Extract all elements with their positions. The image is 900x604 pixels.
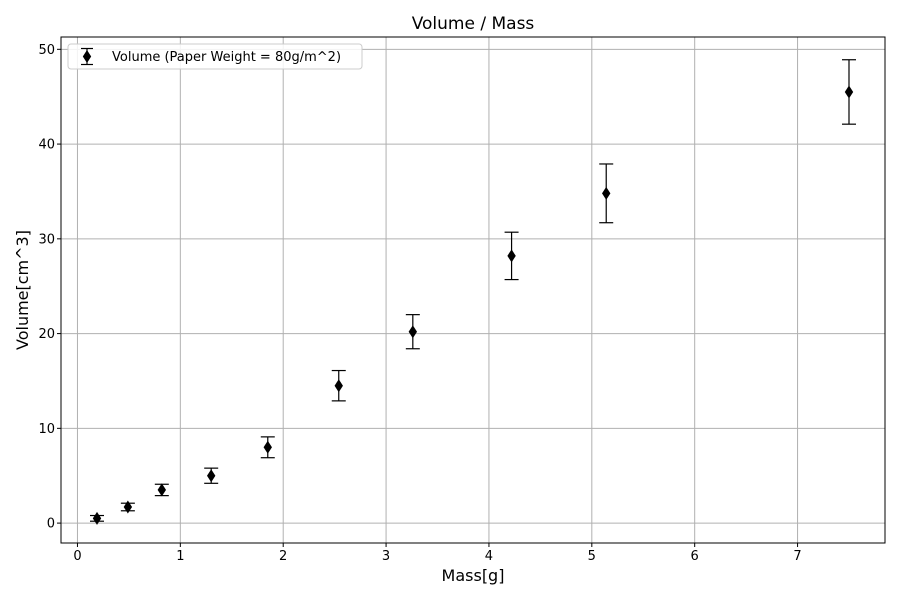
data-point-diamond [263,440,272,454]
y-tick-label: 40 [38,138,55,153]
x-axis-label: Mass[g] [442,566,505,585]
x-tick-label: 2 [279,549,287,564]
y-tick-label: 0 [47,517,55,532]
data-point-diamond [602,186,611,200]
data-point-diamond [206,469,216,483]
data-point-diamond [507,249,516,263]
legend-label: Volume (Paper Weight = 80g/m^2) [112,50,341,65]
y-tick-label: 50 [38,43,55,58]
marks-layer [90,59,856,525]
data-point-group [260,436,275,459]
y-tick-label: 10 [38,422,55,437]
x-tick-label: 1 [176,549,184,564]
x-tick-label: 5 [588,549,596,564]
x-tick-label: 4 [485,549,493,564]
data-point-group [90,511,105,525]
data-point-group [204,467,219,484]
data-point-group [154,483,169,497]
legend-diamond [82,50,92,63]
chart-title: Volume / Mass [412,14,535,34]
data-point-group [599,163,614,224]
data-point-group [331,369,346,402]
legend-box [67,43,363,70]
data-point-group [405,314,420,350]
y-tick-label: 20 [38,327,55,342]
data-point-diamond [157,483,167,497]
ticks-layer: 0 1 2 3 4 5 6 7 0 10 20 30 40 50 [38,43,801,564]
data-point-diamond [844,85,854,99]
x-tick-label: 7 [793,549,801,564]
x-tick-label: 0 [73,549,81,564]
data-point-diamond [92,511,102,525]
data-point-diamond [123,500,133,514]
y-axis-label: Volume[cm^3] [13,230,32,350]
data-point-group [120,500,135,514]
grid-layer [61,37,885,543]
legend-marker-diamond [81,47,93,66]
data-point-diamond [334,379,343,393]
data-point-group [504,231,519,281]
x-tick-label: 6 [691,549,699,564]
legend: Volume (Paper Weight = 80g/m^2) [67,43,363,70]
x-tick-label: 3 [382,549,390,564]
data-point-diamond [408,325,418,339]
data-point-group [841,59,856,125]
plot-area-frame [60,36,886,544]
y-tick-label: 30 [38,232,55,247]
